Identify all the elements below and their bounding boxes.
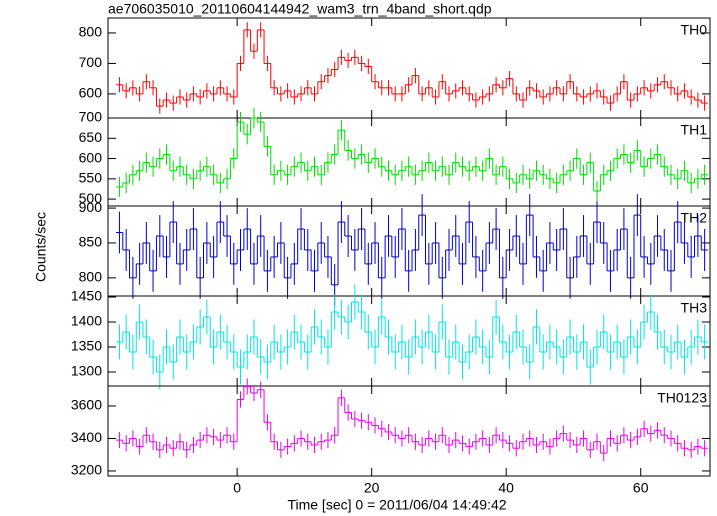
y-tick-label: 800 <box>79 24 103 40</box>
panel-label: TH0123 <box>657 390 707 406</box>
y-tick-label: 550 <box>79 170 103 186</box>
panel-label: TH3 <box>681 300 708 316</box>
y-tick-label: 850 <box>79 234 103 250</box>
y-tick-label: 1450 <box>71 288 102 304</box>
y-tick-label: 3600 <box>71 397 102 413</box>
y-tick-label: 650 <box>79 129 103 145</box>
y-tick-label: 1350 <box>71 338 102 354</box>
y-tick-label: 3200 <box>71 462 102 478</box>
panel-label: TH1 <box>681 122 708 138</box>
y-axis-label: Counts/sec <box>33 212 49 282</box>
y-tick-label: 700 <box>79 109 103 125</box>
x-tick-label: 20 <box>364 480 380 496</box>
y-tick-label: 1400 <box>71 313 102 329</box>
y-tick-label: 800 <box>79 269 103 285</box>
x-tick-label: 0 <box>233 480 241 496</box>
panel-frame <box>107 385 711 477</box>
y-tick-label: 1300 <box>71 363 102 379</box>
panel-frame <box>107 17 711 119</box>
x-tick-label: 60 <box>633 480 649 496</box>
y-tick-label: 3400 <box>71 429 102 445</box>
y-tick-label: 700 <box>79 54 103 70</box>
panel-label: TH2 <box>681 210 708 226</box>
x-tick-label: 40 <box>498 480 514 496</box>
x-axis-label: Time [sec] 0 = 2011/06/04 14:49:42 <box>287 497 506 513</box>
y-tick-label: 500 <box>79 190 103 206</box>
y-tick-label: 600 <box>79 85 103 101</box>
y-tick-label: 900 <box>79 199 103 215</box>
chart-title: ae706035010_20110604144942_wam3_trn_4ban… <box>108 1 492 17</box>
y-tick-label: 600 <box>79 149 103 165</box>
panel-label: TH0 <box>681 22 708 38</box>
